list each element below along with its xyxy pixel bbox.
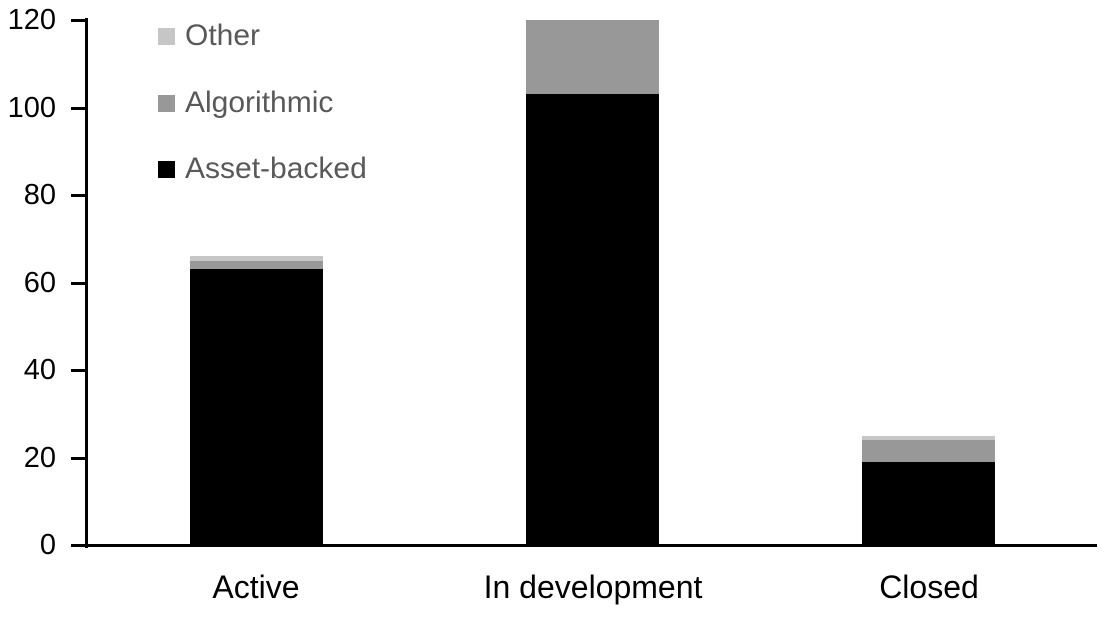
- bar-in-development[interactable]: [526, 20, 659, 545]
- legend-swatch-algorithmic: [158, 94, 175, 112]
- legend-label: Asset-backed: [185, 152, 367, 185]
- category-label-in-development: In development: [483, 569, 703, 605]
- legend-item-other: Other: [158, 19, 260, 53]
- legend-swatch-asset-backed: [158, 160, 175, 178]
- legend-label: Algorithmic: [185, 86, 334, 119]
- y-tick-mark: [71, 457, 85, 460]
- bar-active[interactable]: [190, 256, 323, 545]
- x-axis-line: [85, 544, 1097, 547]
- y-axis-line: [85, 18, 88, 548]
- legend-item-algorithmic: Algorithmic: [158, 86, 333, 120]
- y-tick-label: 100: [7, 92, 56, 124]
- legend-swatch-other: [158, 27, 175, 45]
- segment-other[interactable]: [190, 256, 323, 261]
- y-tick-label: 120: [7, 4, 56, 36]
- y-tick-label: 0: [39, 529, 56, 561]
- legend-label: Other: [185, 19, 261, 52]
- y-tick-mark: [71, 194, 85, 197]
- y-tick-mark: [71, 282, 85, 285]
- y-tick-mark: [71, 19, 85, 22]
- segment-algorithmic[interactable]: [190, 260, 323, 270]
- segment-asset-backed[interactable]: [190, 269, 323, 545]
- segment-other[interactable]: [862, 435, 995, 440]
- y-tick-mark: [71, 369, 85, 372]
- bar-closed[interactable]: [862, 435, 995, 545]
- y-tick-label: 20: [23, 442, 56, 474]
- y-tick-label: 40: [23, 354, 56, 386]
- segment-algorithmic[interactable]: [526, 20, 659, 95]
- y-tick-mark: [71, 544, 85, 547]
- segment-asset-backed[interactable]: [862, 461, 995, 545]
- segment-algorithmic[interactable]: [862, 440, 995, 462]
- y-tick-mark: [71, 107, 85, 110]
- segment-asset-backed[interactable]: [526, 94, 659, 545]
- y-tick-label: 60: [23, 267, 56, 299]
- category-label-closed: Closed: [879, 569, 979, 605]
- legend-item-asset-backed: Asset-backed: [158, 152, 367, 186]
- y-tick-label: 80: [23, 179, 56, 211]
- category-label-active: Active: [212, 569, 300, 605]
